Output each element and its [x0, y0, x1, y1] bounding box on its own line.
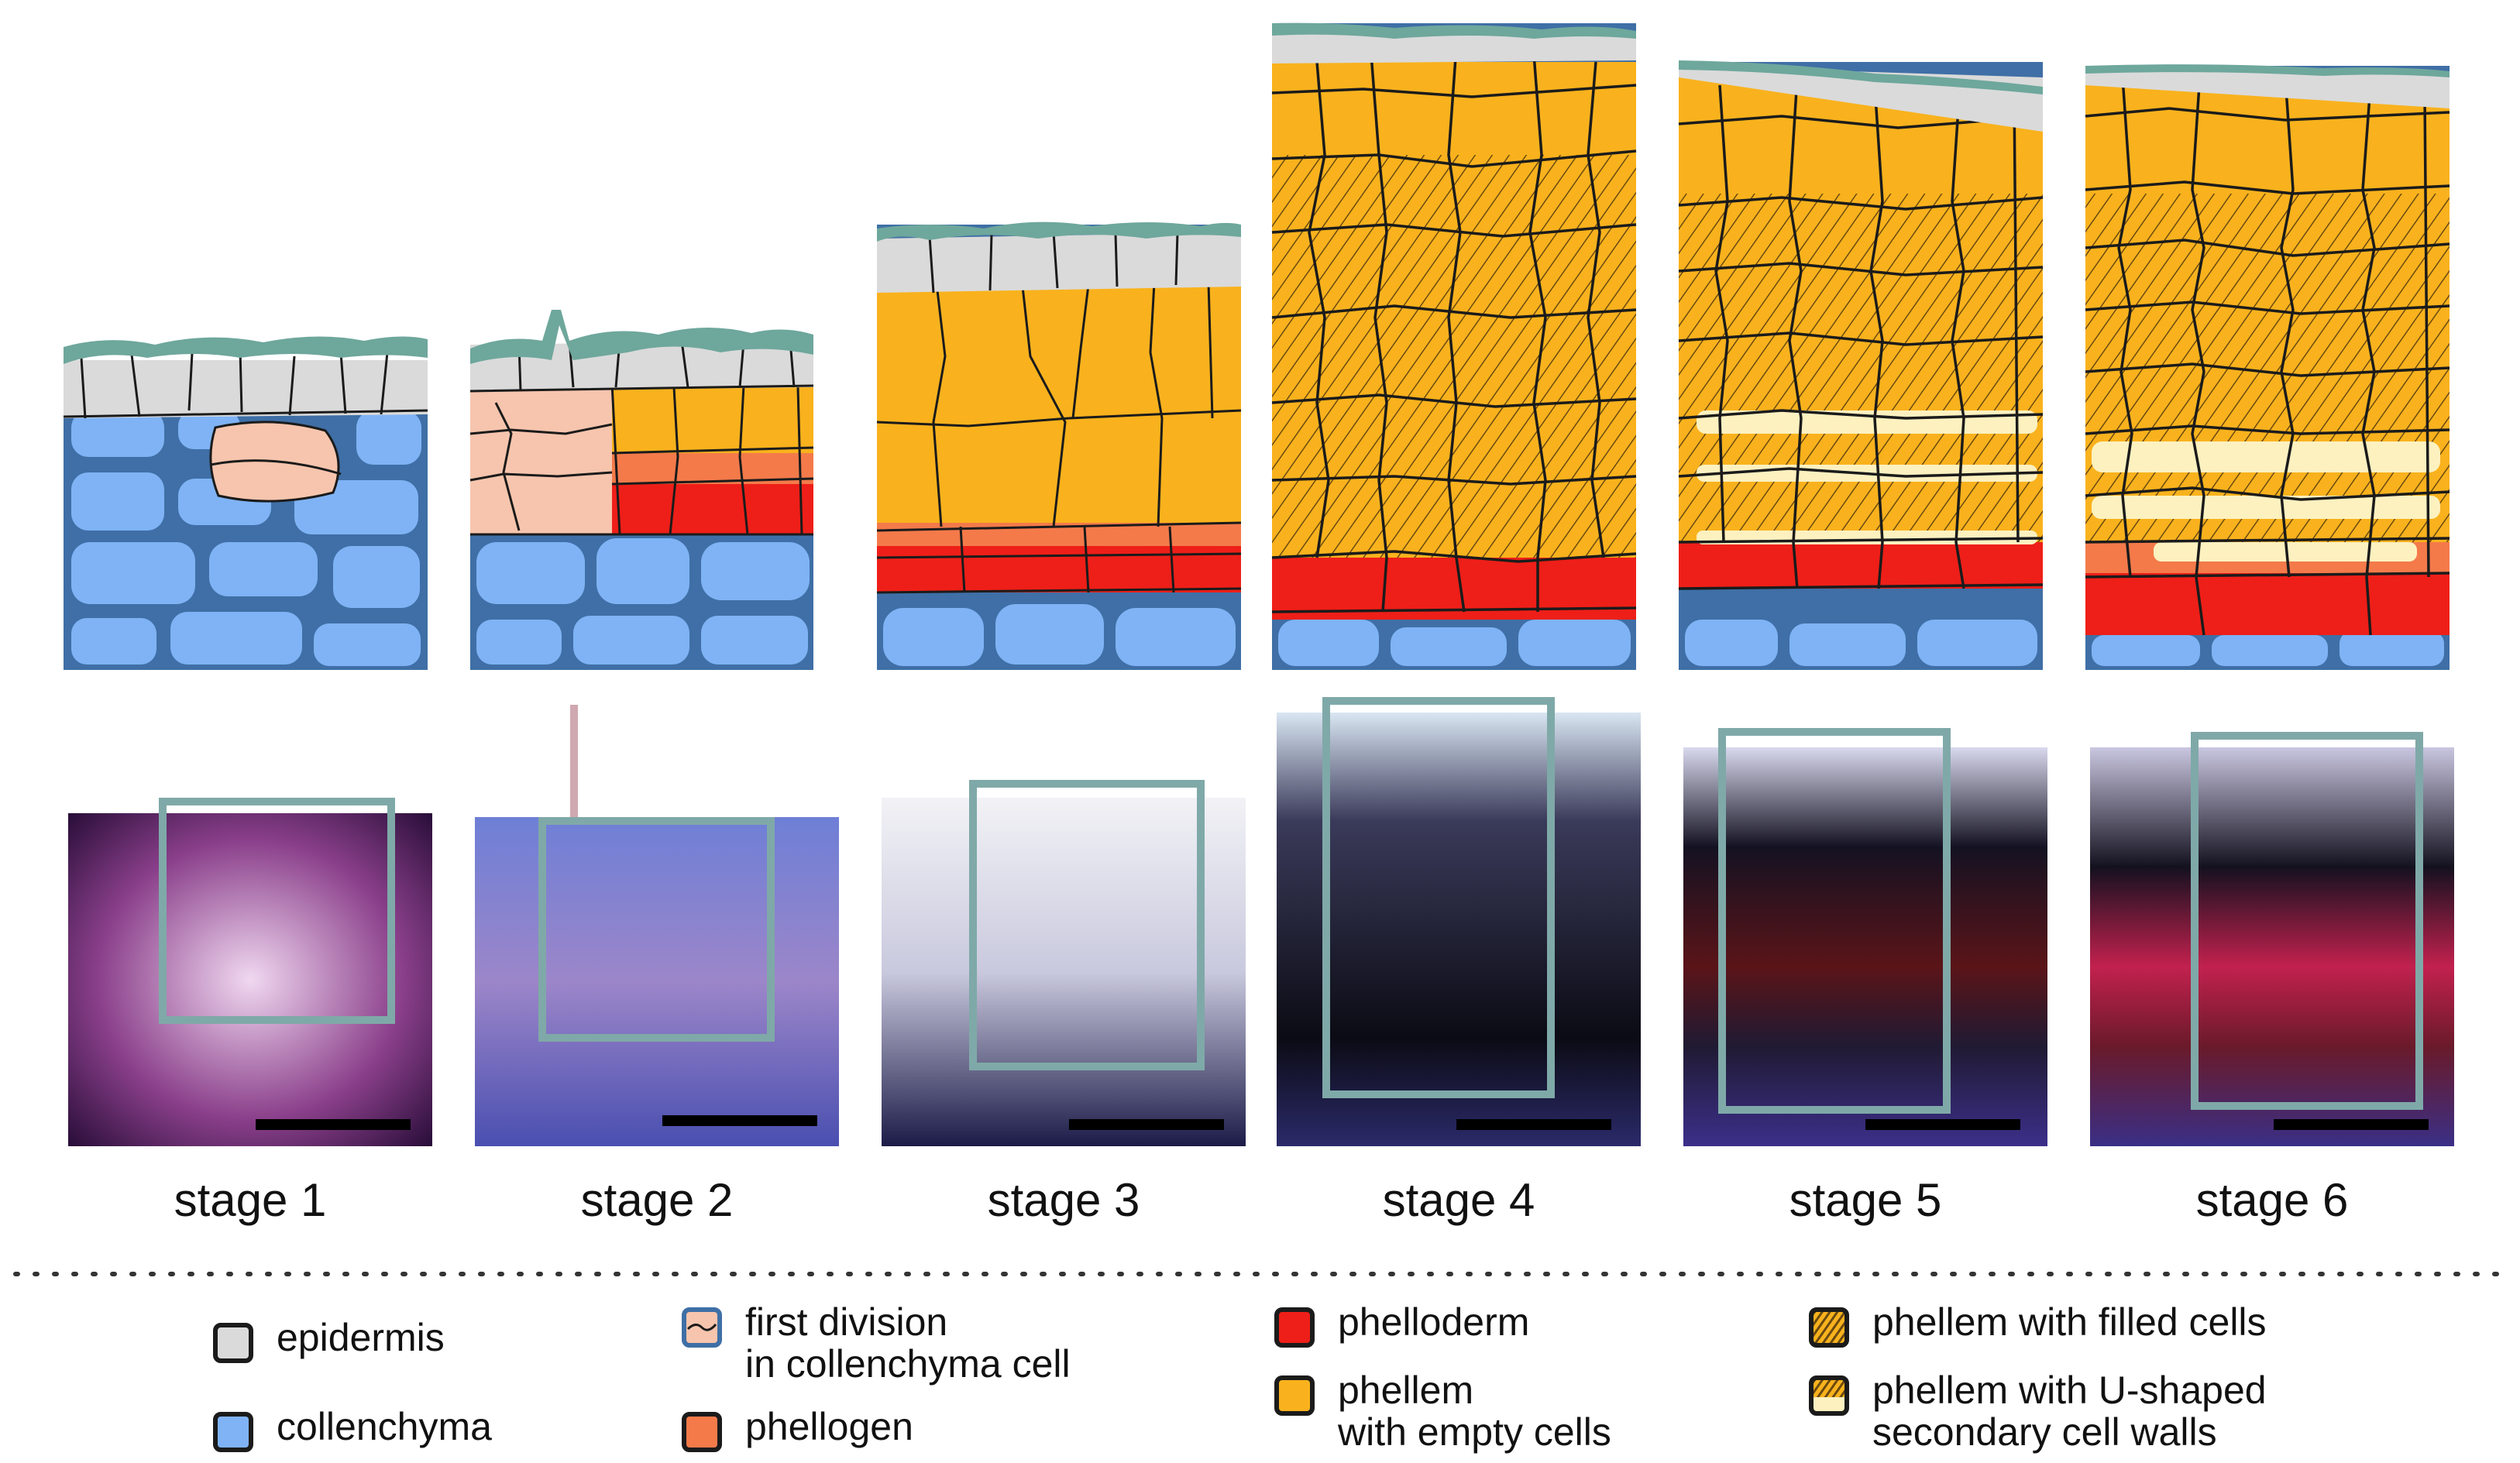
blue-square-icon	[213, 1412, 253, 1452]
yellow-square-icon	[1274, 1375, 1315, 1416]
stage2-diagram	[469, 310, 814, 670]
legend-label: phellem with U-shaped	[1872, 1369, 2267, 1412]
stage3-micrograph	[882, 780, 1246, 1146]
legend-phellem-filled: phellem with filled cells	[1809, 1301, 2267, 1348]
stage-label-6: stage 6	[2195, 1174, 2349, 1226]
stage-label-3: stage 3	[987, 1174, 1140, 1226]
stage4-micrograph	[1277, 697, 1641, 1146]
legend-phellem-empty: phellem with empty cells	[1274, 1369, 1611, 1453]
legend-label: phelloderm	[1338, 1300, 1530, 1344]
legend-phellogen: phellogen	[682, 1406, 913, 1452]
legend-label: first division	[745, 1300, 948, 1344]
legend-label: phellogen	[745, 1405, 913, 1448]
legend-collenchyma: collenchyma	[213, 1406, 492, 1452]
hatched-square-icon	[1809, 1307, 1849, 1348]
orange-red-square-icon	[682, 1412, 722, 1452]
legend-label: phellem	[1338, 1369, 1474, 1412]
grey-square-icon	[213, 1323, 253, 1363]
legend-first-division: first division in collenchyma cell	[682, 1301, 1071, 1385]
stage6-micrograph	[2090, 732, 2454, 1146]
red-square-icon	[1274, 1307, 1315, 1348]
legend-label-line2: secondary cell walls	[1872, 1410, 2217, 1454]
stage6-diagram	[2085, 64, 2450, 670]
legend-label: collenchyma	[277, 1405, 492, 1448]
legend-label: epidermis	[277, 1316, 445, 1359]
stage1-micrograph	[68, 798, 432, 1146]
stage1-diagram	[63, 336, 428, 670]
stage3-diagram	[876, 222, 1242, 670]
legend-epidermis: epidermis	[213, 1317, 445, 1363]
legend-label-line2: with empty cells	[1338, 1410, 1611, 1454]
divided-cell-icon	[682, 1307, 722, 1348]
stage5-diagram	[1678, 60, 2044, 670]
stage-label-5: stage 5	[1789, 1174, 1942, 1226]
legend-phelloderm: phelloderm	[1274, 1301, 1529, 1348]
legend-label: phellem with filled cells	[1872, 1300, 2267, 1344]
stage4-diagram	[1271, 22, 1637, 670]
legend-label-line2: in collenchyma cell	[745, 1342, 1071, 1386]
stage-label-4: stage 4	[1382, 1174, 1535, 1226]
hatched-ushaped-square-icon	[1809, 1375, 1849, 1416]
legend-phellem-ushaped: phellem with U-shaped secondary cell wal…	[1809, 1369, 2267, 1453]
stage2-micrograph	[475, 705, 839, 1146]
stage-label-1: stage 1	[174, 1174, 327, 1226]
stage5-micrograph	[1683, 728, 2047, 1146]
stage-label-2: stage 2	[580, 1174, 734, 1226]
